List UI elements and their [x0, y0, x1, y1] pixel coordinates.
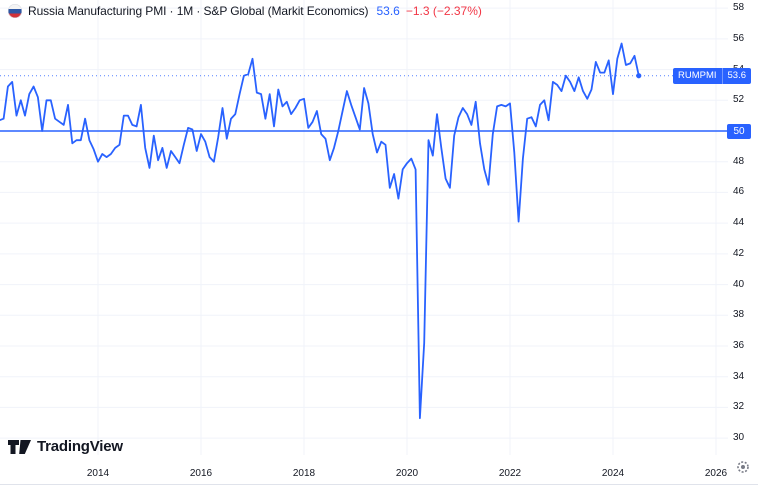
- time-tick-label: 2018: [292, 468, 316, 479]
- legend: Russia Manufacturing PMI · 1M · S&P Glob…: [8, 4, 482, 18]
- chart-pane[interactable]: [0, 0, 728, 455]
- price-tick-label: 38: [733, 309, 745, 321]
- last-price-value: 53.6: [727, 69, 747, 81]
- price-tick-label: 30: [733, 432, 745, 444]
- time-tick-label: 2020: [395, 468, 419, 479]
- price-tick-label: 34: [733, 370, 745, 382]
- last-value: 53.6: [376, 4, 400, 18]
- last-point-marker: [636, 73, 642, 79]
- time-tick-label: 2022: [498, 468, 522, 479]
- price-tick-label: 56: [733, 32, 745, 44]
- price-tick-label: 46: [733, 186, 745, 198]
- tradingview-logo[interactable]: TradingView: [8, 438, 123, 455]
- price-tick-label: 42: [733, 247, 745, 259]
- widget-bottom-border: [0, 484, 758, 485]
- symbol-ticker-label: RUMPMI: [673, 67, 723, 84]
- pmi-line-series[interactable]: [0, 42, 640, 420]
- price-tick-label: 36: [733, 339, 745, 351]
- settings-gear-icon[interactable]: [735, 459, 751, 475]
- time-tick-label: 2016: [189, 468, 213, 479]
- time-tick-label: 2014: [86, 468, 110, 479]
- price-tick-label: 52: [733, 94, 745, 106]
- time-axis[interactable]: 2014 2016 2018 2020 2022 2024 2026: [0, 455, 758, 486]
- time-tick-label: 2026: [704, 468, 728, 479]
- price-tick-label: 58: [733, 2, 745, 14]
- horizontal-line-price-badge: 50: [727, 123, 751, 139]
- tradingview-logo-text: TradingView: [37, 438, 123, 455]
- time-tick-label: 2024: [601, 468, 625, 479]
- tradingview-mark-icon: [8, 439, 31, 454]
- price-tick-label: 32: [733, 401, 745, 413]
- symbol-title[interactable]: Russia Manufacturing PMI · 1M · S&P Glob…: [28, 4, 369, 18]
- last-price-badge: RUMPMI 53.6: [672, 67, 751, 84]
- price-chart[interactable]: [0, 0, 728, 455]
- price-tick-label: 40: [733, 278, 745, 290]
- price-tick-label: 48: [733, 155, 745, 167]
- value-change: −1.3 (−2.37%): [405, 4, 482, 18]
- price-tick-label: 44: [733, 217, 745, 229]
- russia-flag-icon: [8, 4, 22, 18]
